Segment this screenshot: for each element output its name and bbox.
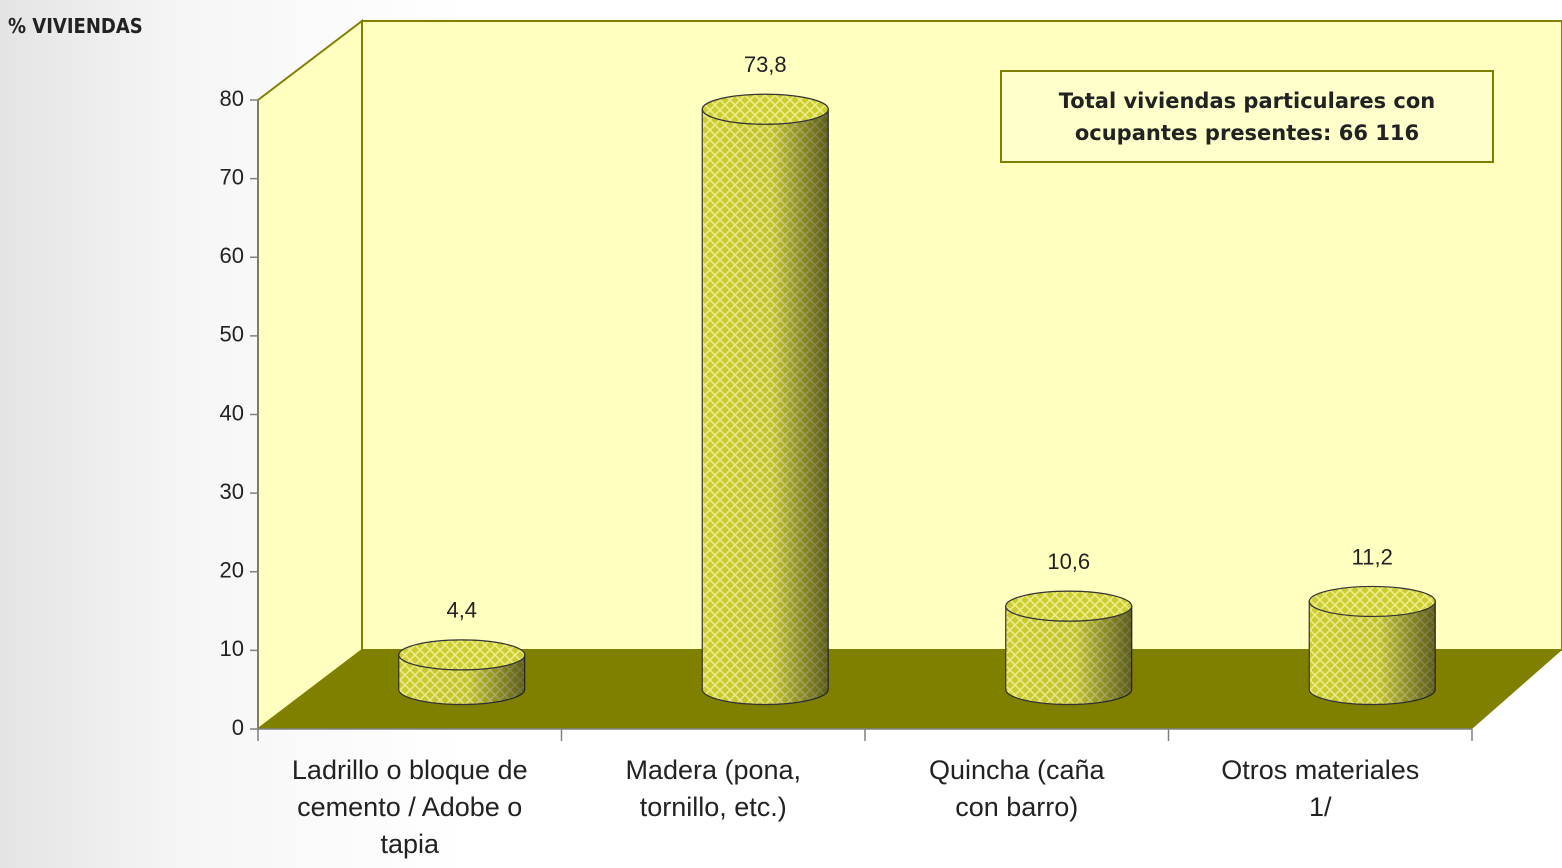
y-axis-label: % VIVIENDAS [8,14,143,38]
y-tick-label: 70 [220,164,244,189]
cylinder-top [398,639,526,671]
x-tick-label: Otros materiales 1/ [1221,755,1420,822]
y-tick-label: 80 [220,86,244,111]
cylinder-shade [702,109,829,705]
cylinder-top [1005,590,1133,622]
y-tick-label: 0 [232,715,244,740]
y-tick-label: 30 [220,479,244,504]
back-wall [361,20,1562,651]
x-tick-label: Madera (pona, tornillo, etc.) [625,755,802,822]
side-wall [257,18,363,732]
x-tick-label: Quincha (caña con barro) [928,755,1105,822]
cylinder-shade [1005,606,1132,705]
y-tick-label: 40 [220,400,244,425]
cylinder-shade [1309,601,1436,705]
y-tick-label: 60 [220,243,244,268]
y-tick-label: 10 [220,636,244,661]
y-tick-label: 20 [220,558,244,583]
annotation: Total viviendas particulares con ocupant… [1000,70,1494,163]
cylinder-top [1308,585,1436,618]
value-label: 10,6 [1047,549,1090,574]
y-tick-label: 50 [220,322,244,347]
cylinder-top [701,93,829,125]
value-label: 11,2 [1352,544,1393,569]
x-tick-label: Ladrillo o bloque de cemento / Adobe o t… [291,755,528,859]
floor [258,650,1562,729]
value-label: 4,4 [446,598,477,623]
value-label: 73,8 [744,52,787,77]
